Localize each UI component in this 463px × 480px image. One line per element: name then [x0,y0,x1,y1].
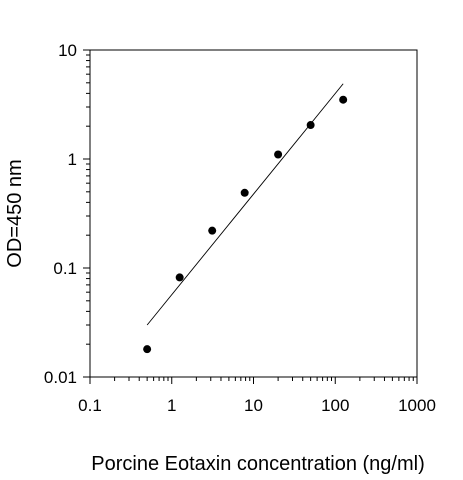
x-tick-label: 1000 [398,396,436,415]
x-axis-title: Porcine Eotaxin concentration (ng/ml) [91,453,425,475]
data-point [175,273,184,282]
y-tick-label: 0.1 [53,259,77,278]
data-point [240,188,249,197]
x-tick-label: 1 [167,396,176,415]
fit-line [146,83,344,326]
data-point [306,121,315,130]
data-point [339,95,348,104]
y-tick-label: 10 [58,41,77,60]
x-tick-label: 10 [244,396,263,415]
x-tick-label: 100 [321,396,349,415]
data-point [274,150,283,159]
data-point [208,226,217,235]
x-tick-label: 0.1 [78,396,102,415]
y-tick-label: 1 [68,150,77,169]
axes [83,49,418,384]
y-tick-label: 0.01 [44,368,77,387]
fit-line-layer [146,83,344,326]
data-point [143,345,152,354]
plot-frame [89,49,418,378]
y-axis-title: OD=450 nm [4,159,26,267]
data-points [143,95,348,354]
